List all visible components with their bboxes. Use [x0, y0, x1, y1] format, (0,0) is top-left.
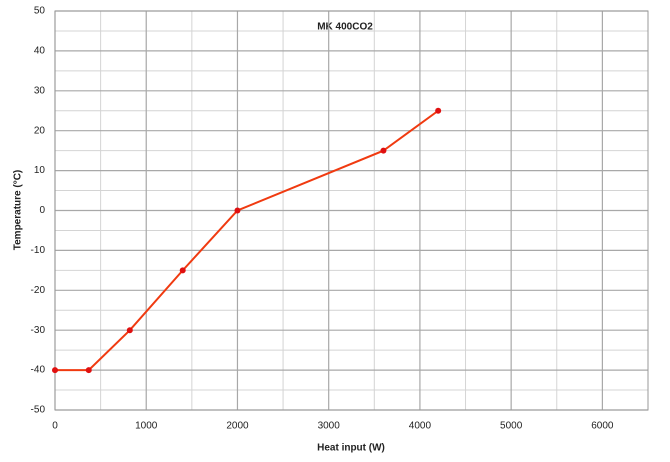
y-tick-label: 10 [34, 165, 46, 176]
x-tick-label: 0 [52, 421, 58, 432]
y-tick-label: -50 [31, 405, 46, 416]
x-tick-label: 5000 [500, 421, 523, 432]
y-tick-label: 0 [39, 205, 45, 216]
point [435, 107, 442, 114]
x-axis-label: Heat input (W) [317, 443, 385, 454]
point [126, 327, 133, 334]
y-tick-label: 20 [34, 125, 46, 136]
point [52, 367, 58, 374]
x-tick-label: 1000 [135, 421, 158, 432]
y-tick-label: 30 [34, 85, 46, 96]
y-tick-label: -10 [31, 245, 46, 256]
chart-title: MK 400CO2 [317, 22, 373, 33]
point [234, 207, 241, 214]
y-tick-label: -30 [31, 325, 46, 336]
x-tick-label: 4000 [409, 421, 432, 432]
y-tick-label: -20 [31, 285, 46, 296]
plot-border [54, 10, 649, 411]
point [380, 147, 387, 154]
point [85, 367, 92, 374]
x-tick-label: 2000 [226, 421, 249, 432]
y-tick-label: 50 [34, 6, 46, 17]
x-tick-label: 6000 [591, 421, 614, 432]
y-tick-label: -40 [31, 365, 46, 376]
point [179, 267, 186, 274]
y-axis-label: Temperature (°C) [13, 170, 24, 251]
y-tick-label: 40 [34, 46, 46, 57]
x-tick-label: 3000 [318, 421, 341, 432]
